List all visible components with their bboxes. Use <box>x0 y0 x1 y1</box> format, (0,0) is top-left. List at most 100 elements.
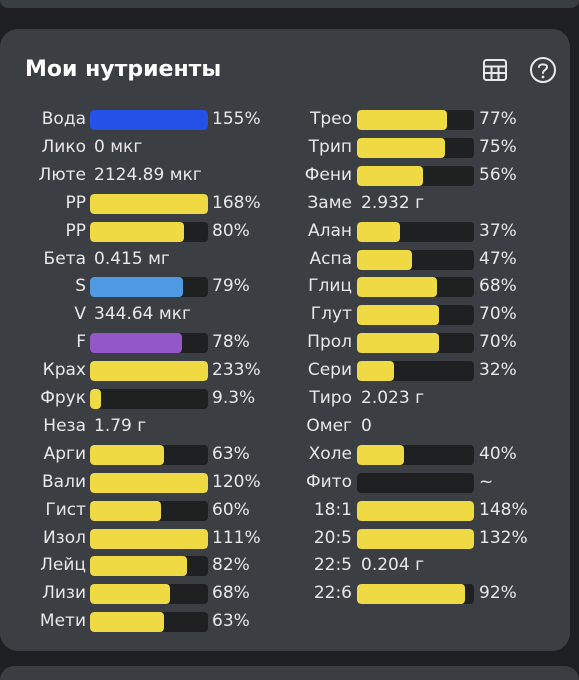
nutrient-row[interactable]: Омег 0 <box>0 414 579 438</box>
nutrient-label: Фито <box>306 472 352 492</box>
nutrient-value: 0 мкг <box>94 137 143 157</box>
nutrient-row[interactable]: Глут 70% <box>0 302 579 326</box>
nutrient-value: 70% <box>479 304 517 324</box>
nutrient-label: Неза <box>43 416 86 436</box>
nutrient-label: Бета <box>43 249 86 269</box>
progress-fill <box>357 222 401 242</box>
progress-track <box>357 305 474 325</box>
nutrient-row[interactable]: 20:5 132% <box>0 526 579 550</box>
card-title: Мои нутриенты <box>25 57 222 82</box>
progress-fill <box>357 277 437 297</box>
nutrient-row[interactable]: F 78% <box>0 330 579 354</box>
table-view-button[interactable] <box>481 56 509 84</box>
nutrient-label: Алан <box>307 221 352 241</box>
progress-track <box>357 501 474 521</box>
nutrient-row[interactable]: 18:1 148% <box>0 498 579 522</box>
nutrient-row[interactable]: Аспа 47% <box>0 247 579 271</box>
progress-fill <box>90 501 161 521</box>
nutrient-row[interactable]: Алан 37% <box>0 219 579 243</box>
nutrient-label: Изол <box>42 528 86 548</box>
nutrient-label: S <box>75 276 86 296</box>
progress-track <box>357 138 474 158</box>
nutrient-row[interactable]: S 79% <box>0 274 579 298</box>
nutrient-row[interactable]: Арги 63% <box>0 442 579 466</box>
nutrient-row[interactable]: Тиро 2.023 г <box>0 386 579 410</box>
progress-track <box>90 529 208 549</box>
nutrient-value: 1.79 г <box>94 416 147 436</box>
nutrient-row[interactable]: Изол 111% <box>0 526 579 550</box>
progress-track <box>90 110 208 130</box>
nutrient-value: 77% <box>479 109 517 129</box>
nutrient-value: 111% <box>212 528 261 548</box>
progress-fill <box>357 110 448 130</box>
nutrient-label: Гист <box>45 500 86 520</box>
nutrient-label: Трип <box>308 137 352 157</box>
nutrient-label: Люте <box>38 165 86 185</box>
nutrient-row[interactable]: Лико 0 мкг <box>0 135 579 159</box>
nutrient-value: 56% <box>479 165 517 185</box>
progress-fill <box>357 305 439 325</box>
nutrient-row[interactable]: Мети 63% <box>0 609 579 633</box>
nutrient-label: PP <box>65 221 86 241</box>
nutrient-row[interactable]: V 344.64 мкг <box>0 302 579 326</box>
nutrient-row[interactable]: Трип 75% <box>0 135 579 159</box>
next-card-edge <box>0 666 579 680</box>
nutrient-label: Омег <box>306 416 352 436</box>
nutrient-label: Холе <box>308 444 352 464</box>
nutrient-label: Глут <box>310 304 352 324</box>
nutrient-row[interactable]: Заме 2.932 г <box>0 191 579 215</box>
nutrient-row[interactable]: PP 168% <box>0 191 579 215</box>
nutrient-label: Аспа <box>309 249 352 269</box>
nutrient-label: PP <box>65 193 86 213</box>
nutrient-row[interactable]: Люте 2124.89 мкг <box>0 163 579 187</box>
nutrient-value: 9.3% <box>212 388 256 408</box>
nutrient-label: V <box>74 304 86 324</box>
nutrient-row[interactable]: Прол 70% <box>0 330 579 354</box>
nutrient-row[interactable]: 22:6 92% <box>0 581 579 605</box>
nutrient-label: Лизи <box>42 583 86 603</box>
nutrient-row[interactable]: Бета 0.415 мг <box>0 247 579 271</box>
nutrient-row[interactable]: Фито ~ <box>0 470 579 494</box>
nutrient-value: 168% <box>212 193 261 213</box>
nutrient-label: F <box>76 332 86 352</box>
nutrient-value: 68% <box>479 276 517 296</box>
nutrient-value: 233% <box>212 360 261 380</box>
nutrient-value: 0.415 мг <box>94 249 170 269</box>
nutrient-row[interactable]: Холе 40% <box>0 442 579 466</box>
progress-fill <box>90 612 165 632</box>
nutrient-row[interactable]: Глиц 68% <box>0 274 579 298</box>
nutrient-row[interactable]: Фени 56% <box>0 163 579 187</box>
help-icon <box>530 57 556 83</box>
nutrient-value: 40% <box>479 444 517 464</box>
nutrient-value: 79% <box>212 276 250 296</box>
progress-fill <box>90 277 184 297</box>
progress-fill <box>90 584 171 604</box>
nutrient-row[interactable]: Вода 155% <box>0 107 579 131</box>
nutrient-value: 47% <box>479 249 517 269</box>
progress-track <box>357 277 474 297</box>
nutrient-row[interactable]: 22:5 0.204 г <box>0 553 579 577</box>
progress-track <box>90 612 208 632</box>
progress-fill <box>90 445 165 465</box>
nutrient-value: 63% <box>212 611 250 631</box>
progress-track <box>90 333 208 353</box>
nutrient-row[interactable]: Вали 120% <box>0 470 579 494</box>
nutrient-row[interactable]: Крах 233% <box>0 358 579 382</box>
progress-fill <box>90 110 208 130</box>
nutrient-row[interactable]: Гист 60% <box>0 498 579 522</box>
nutrient-row[interactable]: Трео 77% <box>0 107 579 131</box>
nutrient-value: 2124.89 мкг <box>94 165 202 185</box>
nutrient-label: 22:6 <box>313 583 352 603</box>
nutrient-row[interactable]: Неза 1.79 г <box>0 414 579 438</box>
nutrient-row[interactable]: Лизи 68% <box>0 581 579 605</box>
progress-track <box>90 389 208 409</box>
nutrient-row[interactable]: Лейц 82% <box>0 553 579 577</box>
nutrient-value: 63% <box>212 444 250 464</box>
nutrient-row[interactable]: PP 80% <box>0 219 579 243</box>
nutrient-value: 344.64 мкг <box>94 304 191 324</box>
nutrient-row[interactable]: Фрук 9.3% <box>0 386 579 410</box>
nutrient-value: 78% <box>212 332 250 352</box>
nutrient-label: Трео <box>309 109 352 129</box>
help-button[interactable] <box>529 56 557 84</box>
nutrient-row[interactable]: Сери 32% <box>0 358 579 382</box>
